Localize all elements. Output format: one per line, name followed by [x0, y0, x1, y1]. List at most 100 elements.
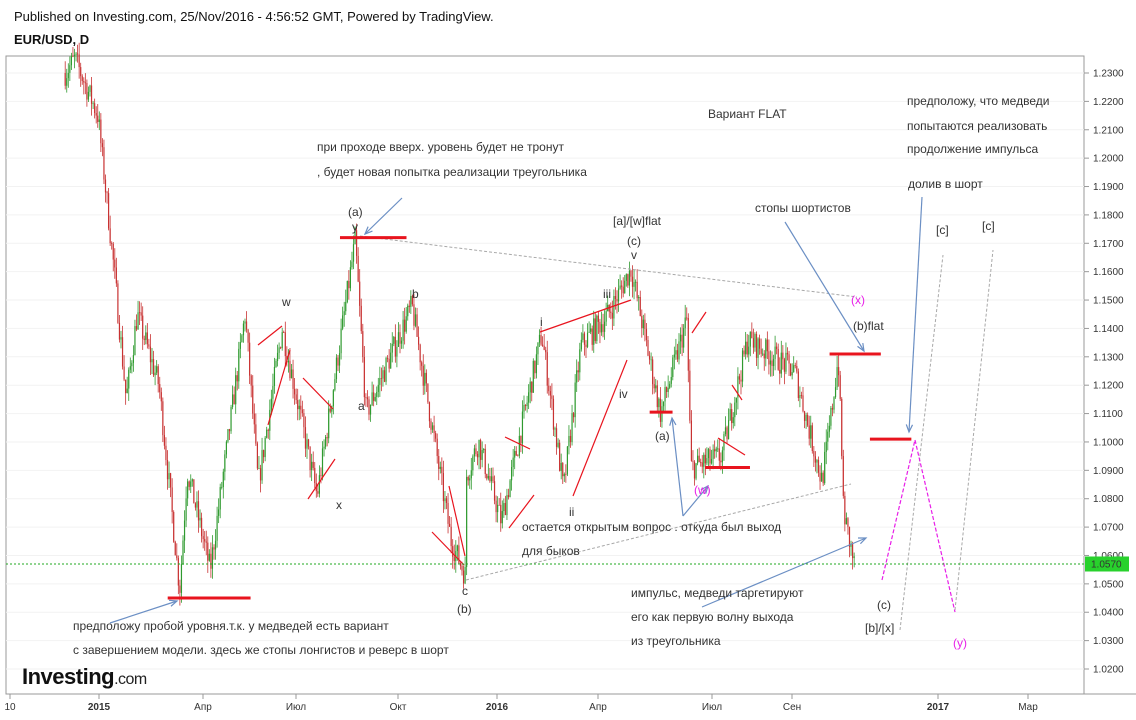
- bears-note-line3: продолжение импульса: [907, 142, 1038, 156]
- candle-body: [771, 360, 773, 367]
- candle-body: [81, 76, 83, 82]
- candle-body: [276, 352, 279, 361]
- candle-body: [436, 438, 438, 457]
- candle-body: [293, 388, 296, 395]
- candle-body: [621, 285, 623, 287]
- projection-c-2: [954, 249, 994, 611]
- candle-body: [332, 390, 334, 407]
- candle-body: [162, 401, 164, 436]
- arrow-open-question-a-head: [669, 416, 677, 426]
- candle-body: [825, 441, 827, 452]
- candle-body: [151, 359, 153, 363]
- candle-body: [289, 360, 291, 379]
- bottom-note-line1: предположу пробой уровня.т.к. у медведей…: [73, 619, 389, 633]
- price-tick-label: 1.1400: [1093, 324, 1124, 335]
- projection-c-1: [899, 254, 944, 631]
- candle-body: [280, 347, 282, 349]
- candle-body: [568, 435, 570, 447]
- candle-body: [106, 192, 108, 194]
- candle-body: [328, 408, 330, 439]
- price-tick-label: 1.1900: [1093, 182, 1124, 193]
- candle-body: [483, 448, 485, 451]
- candle-body: [408, 305, 410, 307]
- candle-body: [557, 442, 559, 447]
- candle-body: [844, 495, 846, 525]
- candle-body: [309, 446, 311, 471]
- candle-body: [672, 357, 674, 377]
- candle-body: [376, 391, 378, 397]
- candle-body: [73, 54, 76, 57]
- candle-body: [599, 321, 601, 333]
- candle-body: [90, 85, 93, 104]
- candle-body: [259, 468, 262, 481]
- candle-body: [174, 541, 176, 556]
- candle-body: [548, 385, 550, 392]
- candle-body: [464, 566, 466, 584]
- candle-body: [413, 304, 415, 326]
- candle-body: [125, 379, 127, 394]
- candle-body: [853, 556, 855, 559]
- candle-body: [435, 433, 437, 439]
- wave-label-c-end: (c): [877, 598, 891, 612]
- candle-body: [433, 425, 435, 434]
- candle-body: [126, 388, 128, 394]
- candle-body: [686, 317, 688, 319]
- candle-body: [724, 427, 727, 435]
- candle-body: [718, 448, 720, 461]
- candle-body: [390, 352, 392, 369]
- candle-body: [160, 392, 162, 402]
- candle-body: [670, 376, 672, 384]
- candle-body: [619, 285, 621, 289]
- candle-body: [227, 429, 229, 442]
- candle-body: [230, 407, 232, 432]
- candle-body: [679, 334, 682, 342]
- candle-body: [427, 383, 429, 403]
- candle-body: [236, 375, 238, 382]
- candle-body: [470, 470, 472, 479]
- candle-body: [317, 491, 319, 494]
- candle-body: [706, 458, 708, 464]
- time-tick-label: Апр: [194, 702, 212, 713]
- candle-body: [312, 461, 314, 468]
- candle-body: [524, 404, 527, 407]
- candle-body: [303, 413, 305, 428]
- candle-body: [92, 103, 94, 105]
- candle-body: [183, 520, 186, 541]
- candle-body: [138, 312, 141, 314]
- candle-body: [833, 397, 835, 410]
- candle-body: [70, 55, 72, 66]
- candle-body: [703, 454, 705, 467]
- candle-body: [613, 296, 615, 319]
- candle-body: [745, 341, 747, 355]
- candle-body: [810, 425, 812, 439]
- projection-up: [881, 439, 916, 581]
- candle-body: [242, 323, 245, 336]
- candle-body: [701, 462, 703, 467]
- candle-body: [422, 365, 424, 386]
- candle-body: [504, 503, 506, 516]
- candle-body: [817, 459, 820, 473]
- candle-body: [137, 312, 139, 330]
- candle-body: [774, 346, 776, 359]
- candle-body: [586, 332, 589, 347]
- price-tick-label: 1.0500: [1093, 579, 1124, 590]
- candle-body: [95, 113, 97, 116]
- candle-body: [431, 425, 434, 430]
- candle-body: [757, 338, 759, 358]
- logo-brand: Investing: [22, 664, 115, 689]
- candle-body: [402, 319, 404, 341]
- candle-body: [114, 259, 116, 268]
- time-tick-label: Апр: [589, 702, 607, 713]
- candle-body: [588, 331, 590, 333]
- candle-body: [583, 333, 586, 345]
- candle-body: [98, 119, 100, 122]
- candle-body: [97, 115, 99, 122]
- candle-body: [264, 437, 266, 458]
- candle-body: [196, 501, 198, 508]
- candle-body: [210, 553, 212, 569]
- candle-body: [675, 350, 677, 355]
- candle-body: [345, 301, 347, 312]
- candle-body: [698, 455, 700, 463]
- candle-body: [541, 344, 544, 346]
